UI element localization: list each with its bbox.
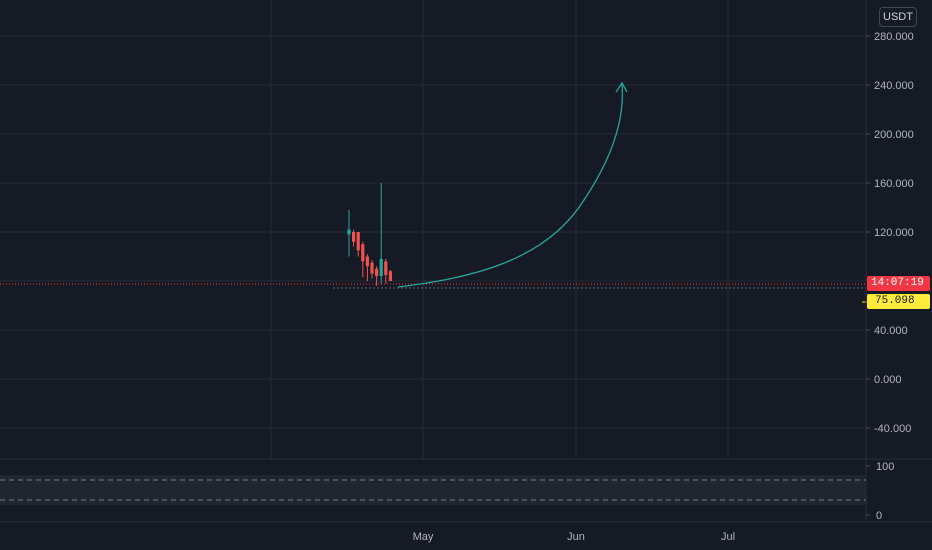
candlestick-series xyxy=(347,183,392,286)
indicator-axis-label: 0 xyxy=(876,510,882,522)
arrow-head xyxy=(615,81,628,93)
price-axis[interactable]: 280.000 240.000 200.000 160.000 120.000 40.00… xyxy=(865,0,914,522)
candle-body xyxy=(384,261,388,275)
candle-body xyxy=(379,258,383,277)
indicator-pane[interactable]: 100 0 xyxy=(0,458,932,522)
price-axis-label: 280.000 xyxy=(874,31,914,43)
candle-body xyxy=(356,232,360,251)
candle-body xyxy=(361,244,365,262)
current-price-line xyxy=(0,283,870,303)
candle-body xyxy=(370,262,374,274)
projection-curve xyxy=(397,83,624,288)
price-axis-label: 0.000 xyxy=(874,374,902,386)
time-axis-label: Jul xyxy=(721,531,735,543)
price-axis-label: 40.000 xyxy=(874,325,908,337)
projection-arrow[interactable] xyxy=(397,81,628,288)
time-axis-label: May xyxy=(413,531,434,543)
candle-body xyxy=(365,256,369,267)
price-axis-label: 160.000 xyxy=(874,178,914,190)
countdown-tag: 14:07:19 xyxy=(867,276,930,291)
price-axis-label: 240.000 xyxy=(874,80,914,92)
average-price-tag: 75.098 xyxy=(867,294,930,309)
candle-body xyxy=(375,268,379,277)
indicator-axis-label: 100 xyxy=(876,461,894,473)
candle-body xyxy=(347,229,351,235)
chart-grid xyxy=(0,0,866,459)
candle-body xyxy=(352,232,356,242)
price-axis-label: 120.000 xyxy=(874,227,914,239)
candle-body xyxy=(388,271,392,281)
price-axis-label: -40.000 xyxy=(874,423,911,435)
price-axis-label: 200.000 xyxy=(874,129,914,141)
time-axis-label: Jun xyxy=(567,531,585,543)
time-axis[interactable]: May Jun Jul xyxy=(0,521,932,543)
currency-badge[interactable]: USDT xyxy=(879,7,917,27)
